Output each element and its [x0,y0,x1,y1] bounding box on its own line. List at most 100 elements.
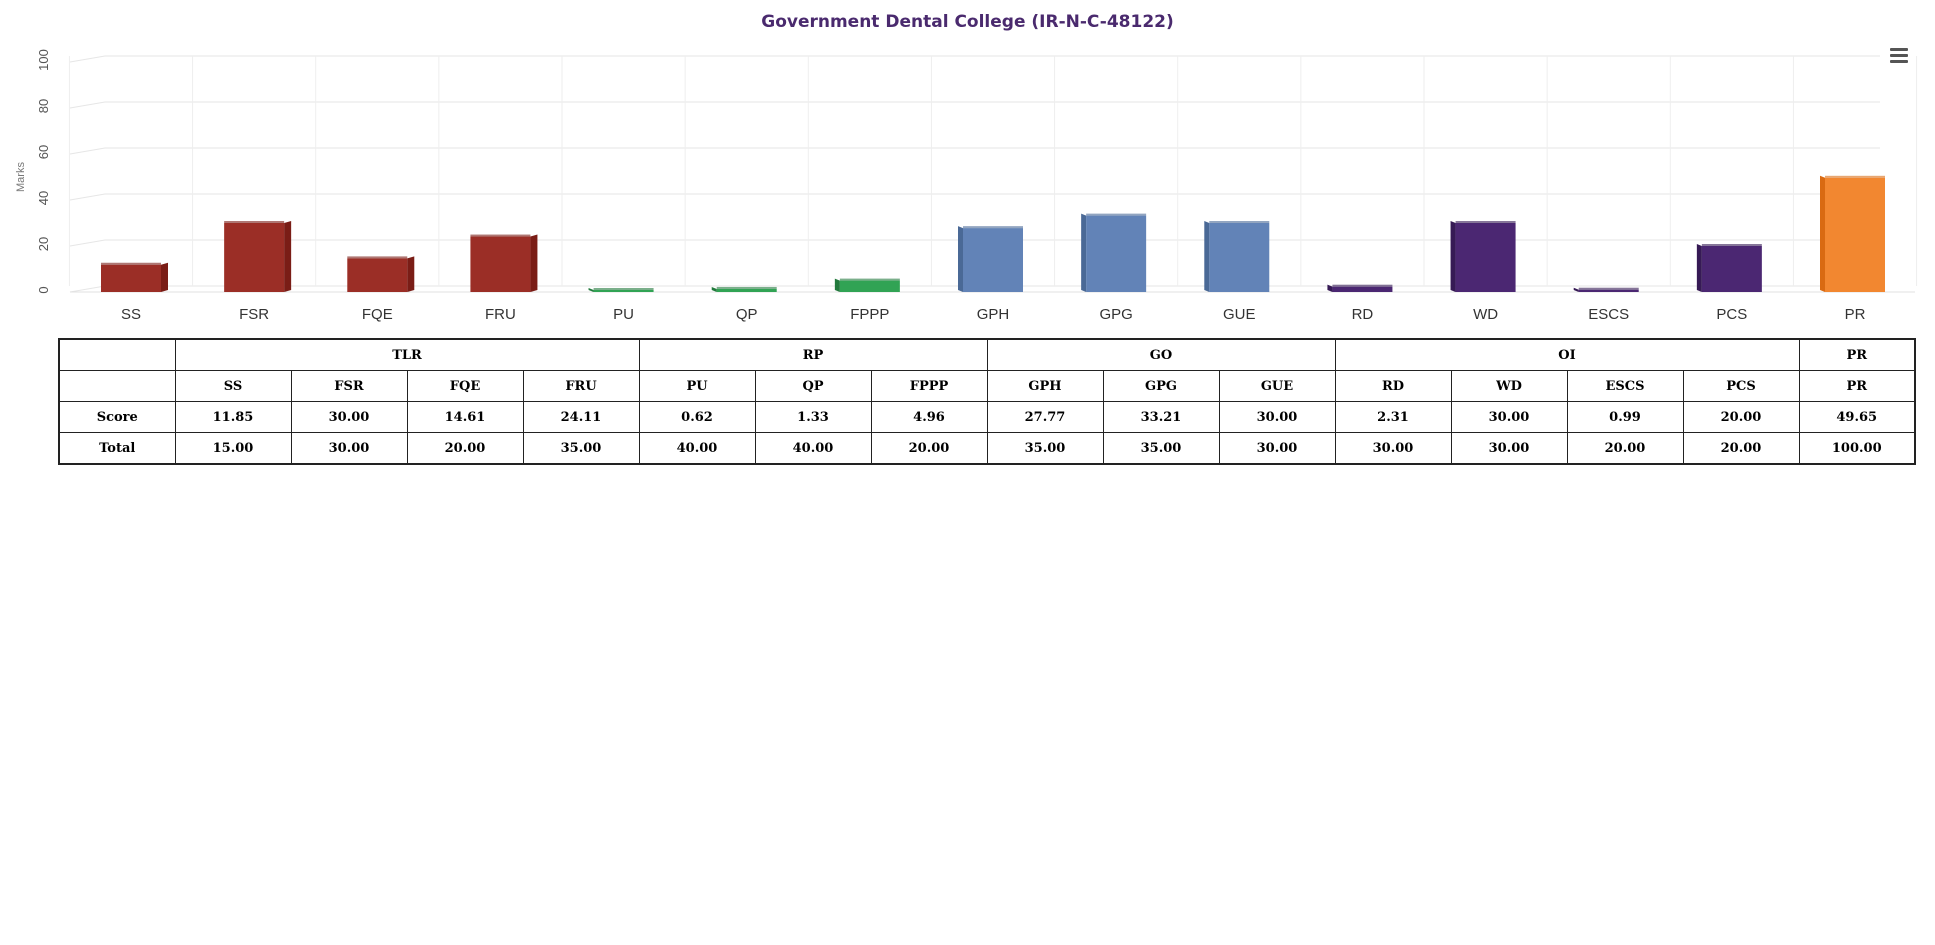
y-gridline-side [69,239,106,247]
bar-top-qp [716,286,777,289]
y-gridline-side [69,285,106,293]
bar-rd [1332,286,1393,292]
y-gridline-side [69,101,106,109]
bar-side-fsr [284,221,292,292]
table-cell: 0.99 [1566,401,1684,433]
table-cell: 24.11 [522,401,640,433]
table-cell: 30.00 [290,401,408,433]
table-row-label: Score [58,401,176,433]
table-cell: 15.00 [174,432,292,465]
table-group-header: PR [1798,338,1916,371]
table-column-header: FQE [406,370,524,402]
x-tick-label: FRU [485,306,516,323]
table-cell: 35.00 [522,432,640,465]
table-cell: 20.00 [1682,432,1800,465]
bar-fppp [839,280,900,292]
table-cell: 20.00 [406,432,524,465]
table-cell: 30.00 [1334,432,1452,465]
y-tick-label: 40 [36,191,51,205]
bar-qp [716,288,777,292]
table-cell: 20.00 [1682,401,1800,433]
bar-top-fru [470,234,531,237]
x-tick-label: FSR [239,306,269,323]
table-cell: 20.00 [1566,432,1684,465]
table-group-header: RP [638,338,988,371]
table-cell: 27.77 [986,401,1104,433]
x-tick-label: RD [1352,306,1374,323]
x-tick-label: PR [1845,306,1866,323]
bar-side-fppp [834,278,840,292]
bar-chart: 0 20 40 60 80 100 Marks SS FSR FQE FRU PU QP FPPP GPH G… [15,49,1918,323]
table-cell: 30.00 [1450,432,1568,465]
table-cell: 40.00 [754,432,872,465]
table-cell: 35.00 [1102,432,1220,465]
bar-top-fsr [224,221,285,223]
table-group-header: TLR [174,338,640,371]
table-cell: 0.62 [638,401,756,433]
table-cell: 30.00 [1218,401,1336,433]
table-column-header: SS [174,370,292,402]
bar-top-fppp [839,278,900,281]
y-tick-label: 0 [36,286,51,293]
x-tick-label: PCS [1716,306,1747,323]
hamburger-menu-icon[interactable] [1890,48,1908,64]
bar-side-gpg [1081,213,1087,292]
x-tick-label: GPG [1099,306,1132,323]
bar-pcs [1701,246,1762,292]
bar-top-rd [1332,284,1393,287]
chart-labels: 0 20 40 60 80 100 Marks SS FSR FQE FRU PU QP FPPP GPH G… [15,49,1866,323]
bar-escs [1578,289,1639,292]
bar-gpg [1086,215,1147,292]
bar-top-fqe [347,256,408,259]
bar-fsr [224,223,285,292]
bar-top-pu [593,288,654,290]
table-column-header-row: SS FSR FQE FRU PU QP FPPP GPH GPG GUE RD WD ESCS PCS P… [58,370,1916,402]
bar-fru [470,236,531,292]
table-column-header: PR [1798,370,1916,402]
table-cell: 49.65 [1798,401,1916,433]
table-group-header-row: TLR RP GO OI PR [58,338,1916,371]
bar-top-pcs [1701,244,1762,246]
bar-top-escs [1578,287,1639,290]
table-cell: 1.33 [754,401,872,433]
bar-fqe [347,258,408,292]
chart-title: Government Dental College (IR-N-C-48122) [761,12,1174,32]
x-tick-label: FQE [362,306,393,323]
x-tick-label: FPPP [850,306,889,323]
table-column-header: FSR [290,370,408,402]
bar-side-pcs [1696,244,1702,292]
bar-side-fru [530,234,538,292]
table-column-header: FPPP [870,370,988,402]
table-column-header: GPH [986,370,1104,402]
bar-top-ss [101,262,161,265]
x-tick-label: ESCS [1588,306,1629,323]
table-cell: 100.00 [1798,432,1916,465]
table-corner-cell [58,370,176,402]
bar-gph [963,228,1023,292]
table-corner-cell [58,338,176,371]
x-tick-label: SS [121,306,141,323]
x-tick-label: GPH [977,306,1010,323]
y-axis-label: Marks [15,162,27,192]
y-gridline-side [69,193,106,201]
bar-top-wd [1455,221,1516,223]
bar-top-pr [1825,175,1885,178]
table-cell: 20.00 [870,432,988,465]
table-cell: 35.00 [986,432,1104,465]
bar-side-wd [1450,221,1456,292]
bar-side-gph [958,226,963,292]
bar-side-rd [1327,284,1333,292]
bar-pu [593,290,654,292]
table-cell: 30.00 [1218,432,1336,465]
bar-side-gue [1204,221,1210,292]
bar-side-escs [1573,287,1579,292]
table-row: Total 15.00 30.00 20.00 35.00 40.00 40.00 20.00… [58,432,1916,465]
table-cell: 4.96 [870,401,988,433]
table-column-header: GPG [1102,370,1220,402]
table-column-header: GUE [1218,370,1336,402]
table-column-header: FRU [522,370,640,402]
bar-ss [101,264,161,292]
bar-gue [1209,223,1270,292]
table-row-label: Total [58,432,176,465]
bar-wd [1455,223,1516,292]
